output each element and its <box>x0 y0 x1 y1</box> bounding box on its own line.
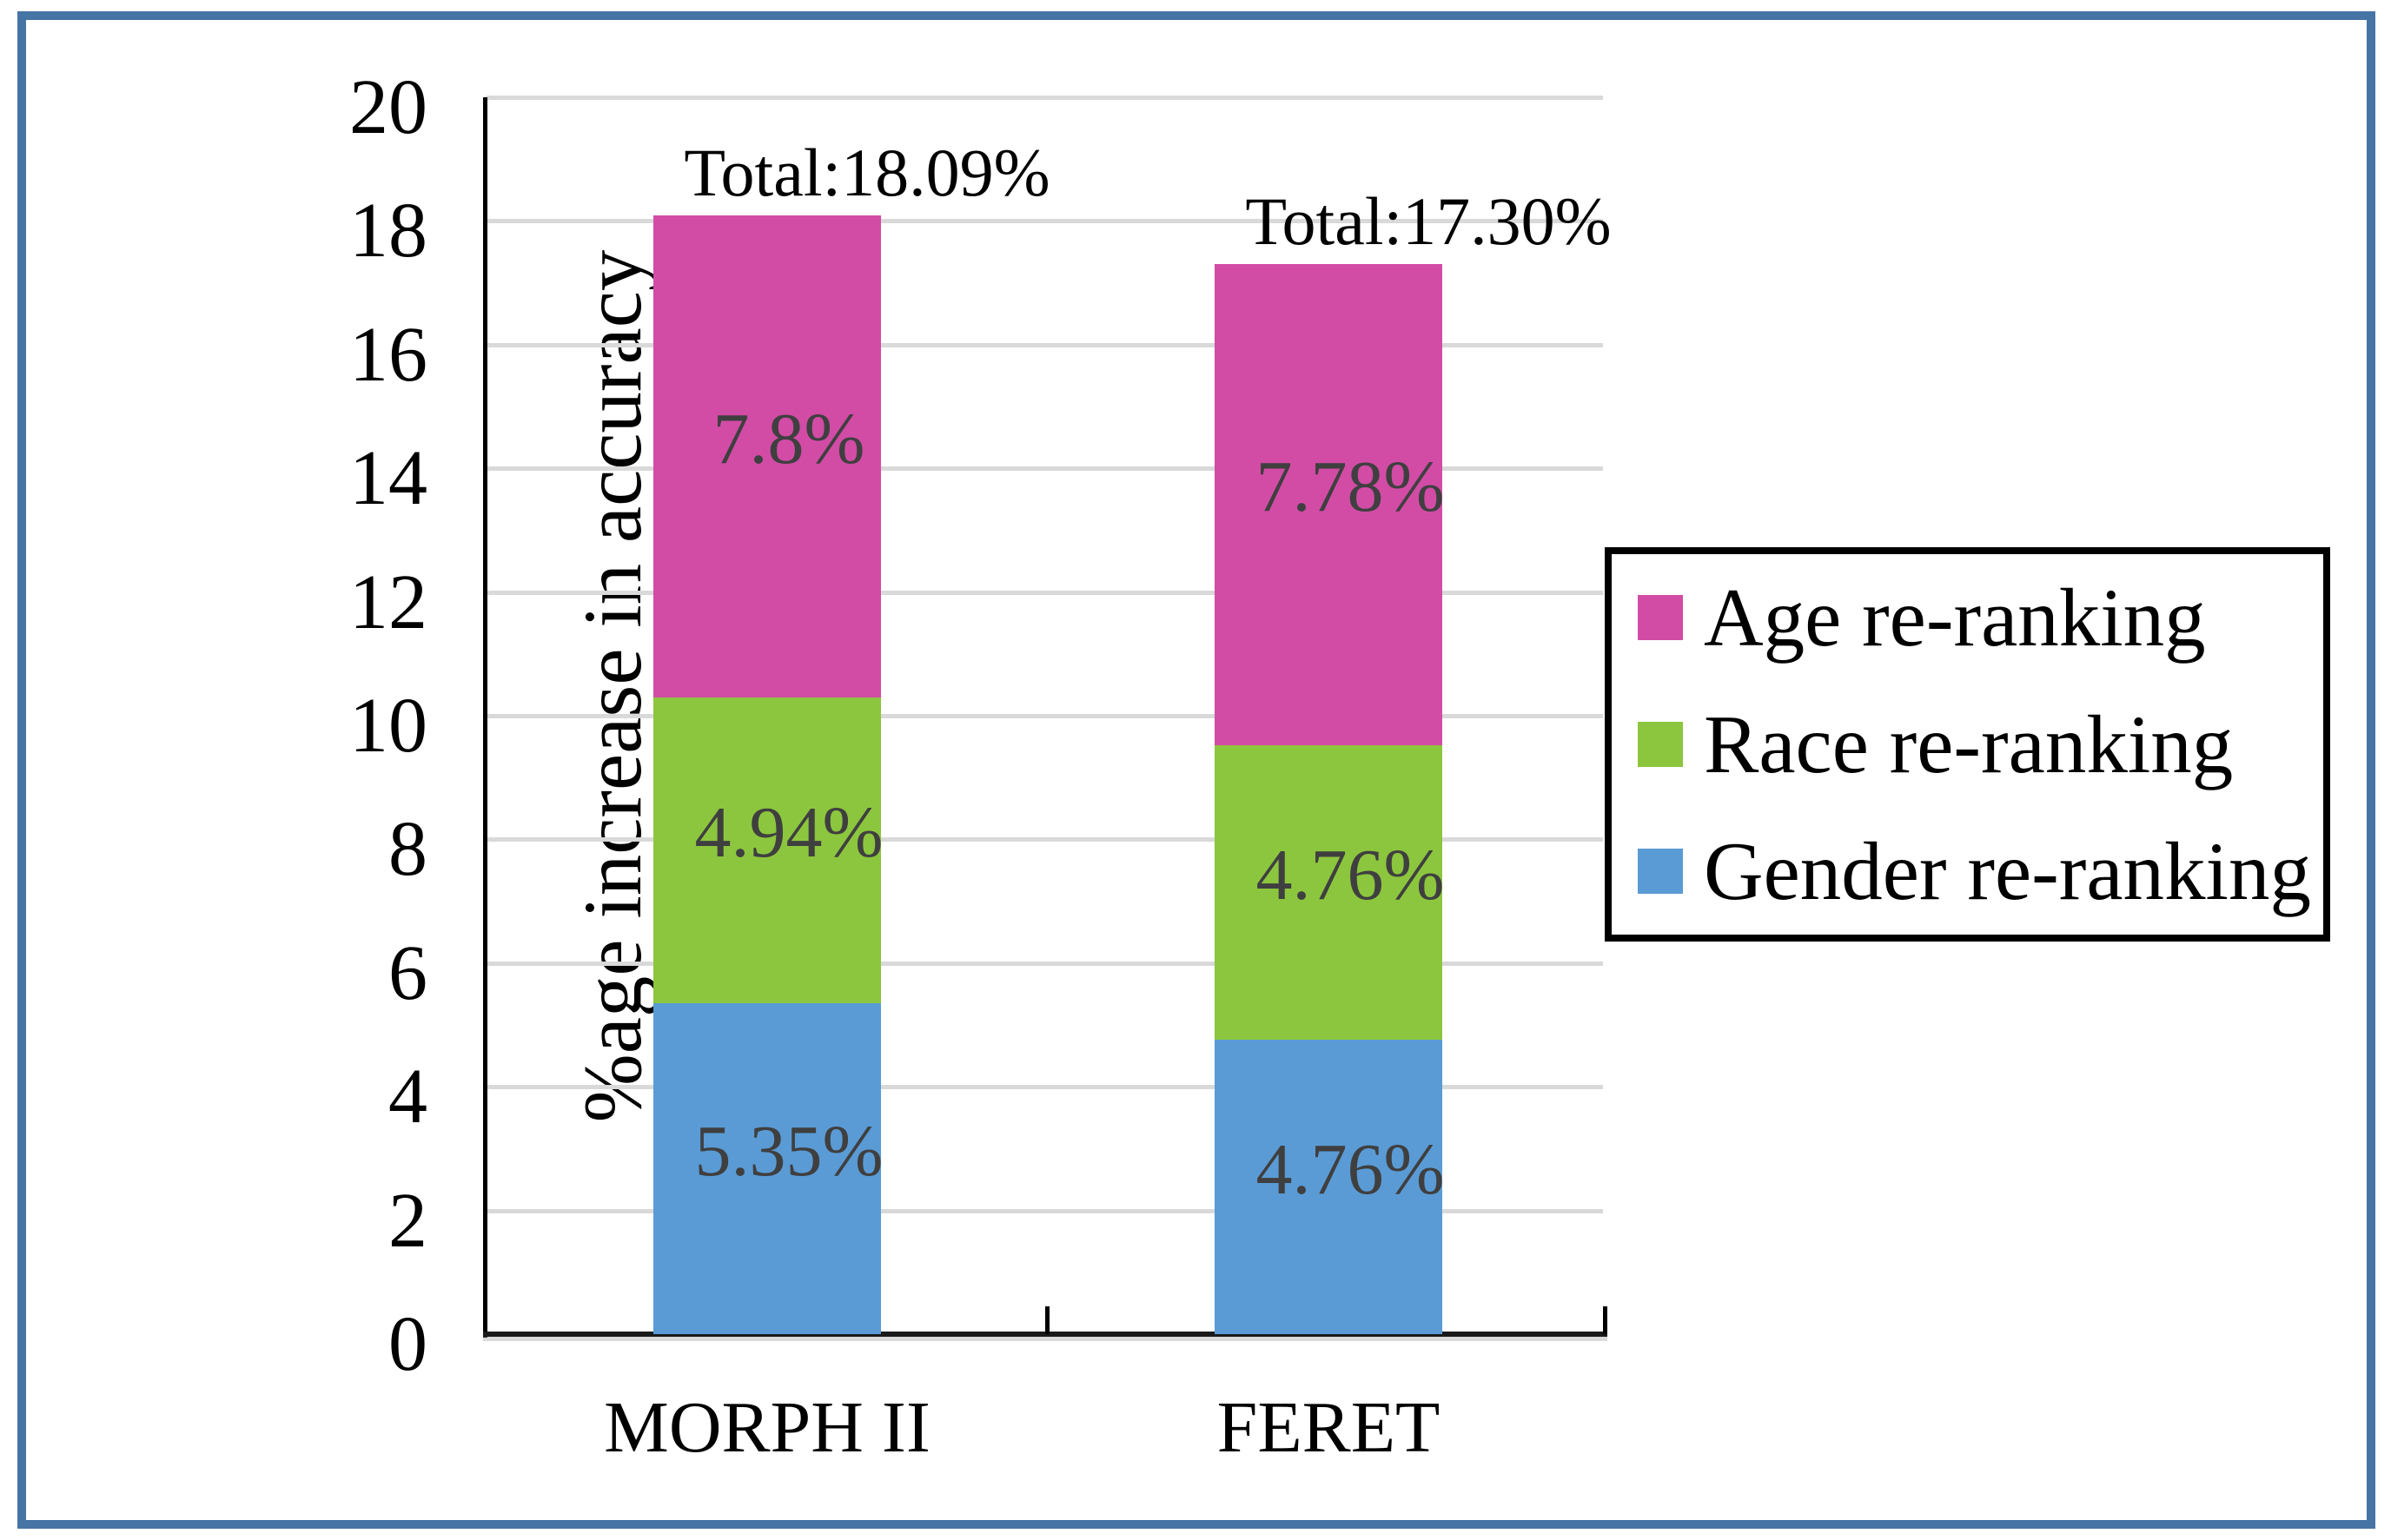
y-tick-label: 2 <box>388 1177 427 1264</box>
gridline <box>487 590 1603 595</box>
y-tick-label: 14 <box>349 435 427 522</box>
bar-segment-value-label: 5.35% <box>694 1110 884 1192</box>
legend: Age re-ranking Race re-ranking Gender re-r… <box>1605 547 2330 942</box>
gridline <box>487 837 1603 843</box>
y-tick-label: 18 <box>349 188 427 274</box>
y-tick-label: 4 <box>388 1054 427 1140</box>
legend-color-swatch <box>1638 722 1683 767</box>
bar-segment <box>1215 745 1442 1041</box>
bar-total-label: Total:18.09% <box>684 134 1050 210</box>
y-tick-label: 16 <box>349 311 427 398</box>
legend-color-swatch <box>1638 595 1683 640</box>
legend-item: Age re-ranking <box>1612 571 2323 664</box>
legend-item-label: Age re-ranking <box>1704 571 2206 664</box>
gridline <box>487 466 1603 472</box>
y-tick-label: 8 <box>388 806 427 893</box>
bar-segment-value-label: 7.8% <box>712 398 865 479</box>
x-category-label: MORPH II <box>604 1387 931 1468</box>
x-axis-tick <box>1044 1306 1050 1334</box>
y-tick-label: 6 <box>388 929 427 1016</box>
gridline <box>487 96 1603 100</box>
legend-item-label: Gender re-ranking <box>1704 824 2311 917</box>
gridline <box>487 342 1603 347</box>
bar-segment-value-label: 4.76% <box>1255 834 1445 915</box>
x-category-label: FERET <box>1216 1387 1441 1468</box>
bar-segment <box>653 215 881 698</box>
gridline <box>487 1085 1603 1090</box>
legend-item-label: Race re-ranking <box>1704 697 2234 790</box>
bar-segment-value-label: 4.76% <box>1255 1128 1445 1210</box>
bar-total-label: Total:17.30% <box>1245 183 1612 260</box>
y-tick-label: 0 <box>388 1301 427 1387</box>
bar-segment-value-label: 4.94% <box>694 792 884 874</box>
gridline <box>487 219 1603 224</box>
bar-segment <box>1215 1040 1442 1334</box>
y-axis-line <box>483 97 487 1338</box>
bar-segment <box>653 697 881 1004</box>
y-tick-label: 12 <box>349 558 427 645</box>
legend-color-swatch <box>1638 849 1683 894</box>
y-tick-label: 10 <box>349 683 427 769</box>
bar-segment <box>653 1003 881 1334</box>
bar-segment <box>1215 264 1442 746</box>
gridline <box>487 961 1603 966</box>
x-axis-line <box>483 1332 1607 1337</box>
x-axis-tick <box>1603 1306 1607 1334</box>
gridline <box>487 1208 1603 1213</box>
bar-segment-value-label: 7.78% <box>1255 446 1445 528</box>
gridline <box>487 714 1603 718</box>
legend-item: Gender re-ranking <box>1612 824 2323 917</box>
y-tick-label: 20 <box>349 64 427 150</box>
legend-item: Race re-ranking <box>1612 697 2323 790</box>
